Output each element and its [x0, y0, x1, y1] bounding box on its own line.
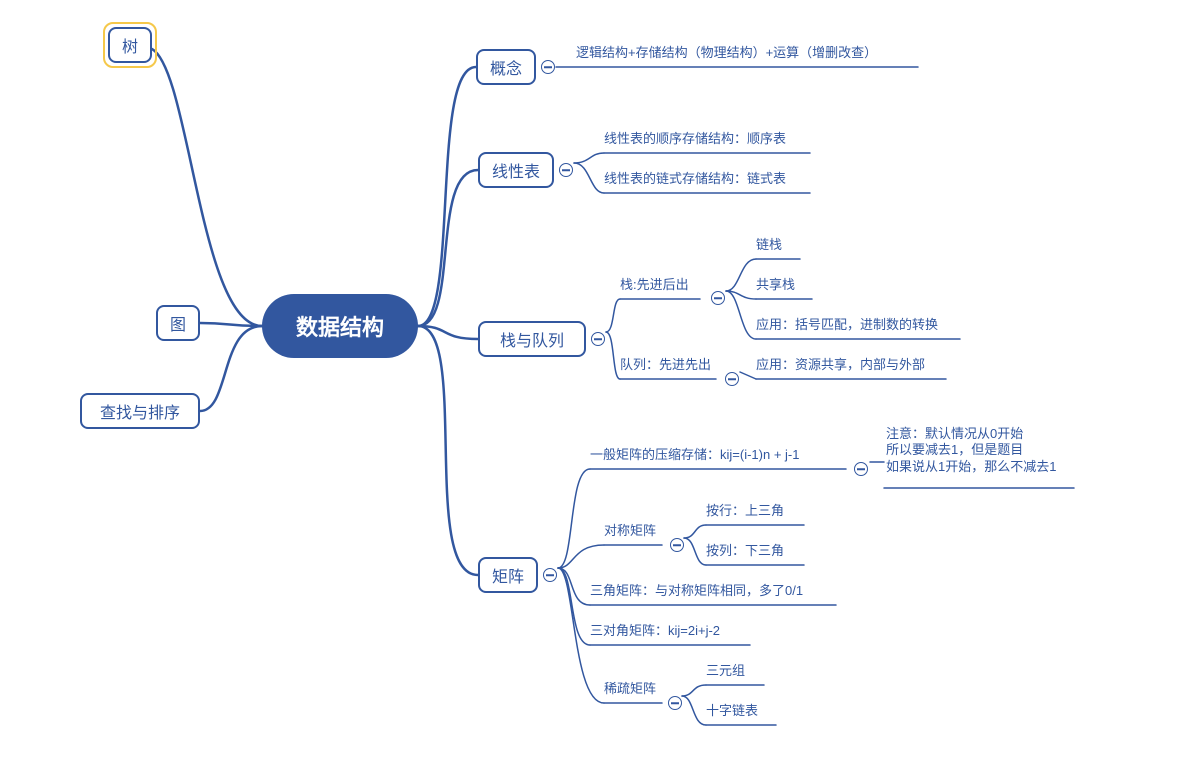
leaf-node-m2[interactable]: 对称矩阵 — [604, 520, 656, 539]
leaf-node-m5a[interactable]: 三元组 — [706, 660, 745, 679]
leaf-node-s2[interactable]: 队列：先进先出 — [620, 354, 711, 373]
secondary-node-stackq[interactable]: 栈与队列 — [478, 321, 586, 357]
leaf-node-l2[interactable]: 线性表的链式存储结构：链式表 — [604, 168, 786, 187]
collapse-toggle-icon[interactable] — [591, 332, 605, 346]
collapse-toggle-icon[interactable] — [541, 60, 555, 74]
leaf-node-m1[interactable]: 一般矩阵的压缩存储：kij=(i-1)n + j-1 — [590, 444, 799, 463]
collapse-toggle-icon[interactable] — [559, 163, 573, 177]
collapse-toggle-icon[interactable] — [670, 538, 684, 552]
leaf-node-s2a[interactable]: 应用：资源共享，内部与外部 — [756, 354, 925, 373]
leaf-node-c1[interactable]: 逻辑结构+存储结构（物理结构）+运算（增删改查） — [576, 42, 877, 61]
mindmap-edge — [152, 49, 262, 326]
secondary-node-tree[interactable]: 树 — [108, 27, 152, 63]
mindmap-edge — [574, 163, 604, 193]
leaf-node-m5[interactable]: 稀疏矩阵 — [604, 678, 656, 697]
mindmap-edge — [606, 332, 620, 379]
collapse-toggle-icon[interactable] — [668, 696, 682, 710]
leaf-node-l1[interactable]: 线性表的顺序存储结构：顺序表 — [604, 128, 786, 147]
collapse-toggle-icon[interactable] — [711, 291, 725, 305]
mindmap-edge — [200, 326, 262, 411]
mindmap-edge — [684, 525, 706, 538]
mindmap-edge — [558, 545, 604, 568]
leaf-node-m5b[interactable]: 十字链表 — [706, 700, 758, 719]
mindmap-edge — [418, 67, 476, 326]
secondary-node-concept[interactable]: 概念 — [476, 49, 536, 85]
leaf-node-m2a[interactable]: 按行：上三角 — [706, 500, 784, 519]
leaf-node-s1a[interactable]: 链栈 — [756, 234, 782, 253]
leaf-node-m3[interactable]: 三角矩阵：与对称矩阵相同，多了0/1 — [590, 580, 803, 599]
collapse-toggle-icon[interactable] — [725, 372, 739, 386]
collapse-toggle-icon[interactable] — [543, 568, 557, 582]
leaf-node-s1c[interactable]: 应用：括号匹配，进制数的转换 — [756, 314, 938, 333]
mindmap-edge — [558, 469, 590, 568]
mindmap-edge — [740, 372, 756, 379]
root-node[interactable]: 数据结构 — [262, 294, 418, 358]
mindmap-edge — [684, 538, 706, 565]
secondary-node-search[interactable]: 查找与排序 — [80, 393, 200, 429]
collapse-toggle-icon[interactable] — [854, 462, 868, 476]
leaf-node-m4[interactable]: 三对角矩阵：kij=2i+j-2 — [590, 620, 720, 639]
leaf-node-s1b[interactable]: 共享栈 — [756, 274, 795, 293]
secondary-node-linear[interactable]: 线性表 — [478, 152, 554, 188]
mindmap-edge — [558, 568, 590, 645]
mindmap-edge — [726, 259, 756, 291]
leaf-node-m1n[interactable]: 注意：默认情况从0开始 所以要减去1，但是题目 如果说从1开始，那么不减去1 — [886, 426, 1056, 475]
secondary-node-matrix[interactable]: 矩阵 — [478, 557, 538, 593]
leaf-node-m2b[interactable]: 按列：下三角 — [706, 540, 784, 559]
mindmap-edge — [606, 299, 620, 332]
leaf-node-s1[interactable]: 栈:先进后出 — [620, 274, 689, 293]
mindmap-edge — [418, 170, 478, 326]
secondary-node-graph[interactable]: 图 — [156, 305, 200, 341]
mindmap-edge — [418, 326, 478, 575]
mindmap-edge — [682, 685, 706, 696]
mindmap-edge — [682, 696, 706, 725]
mindmap-edge — [574, 153, 604, 163]
